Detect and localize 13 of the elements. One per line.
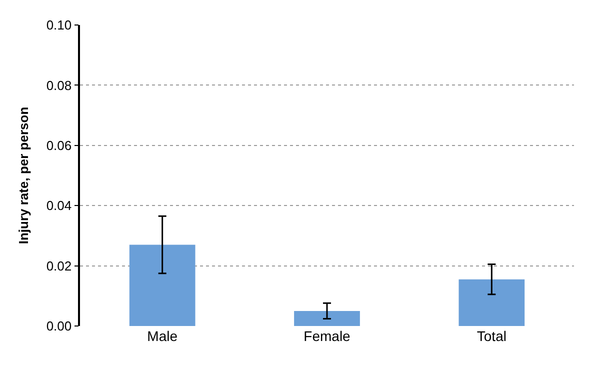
bar (458, 279, 525, 326)
y-tick-label: 0.04 (46, 198, 72, 214)
x-tick-label: Male (147, 328, 178, 344)
y-tick-label: 0.02 (46, 258, 72, 274)
x-tick-label: Female (304, 328, 351, 344)
y-tick-label: 0.00 (46, 318, 72, 334)
x-tick-label: Total (476, 328, 506, 344)
y-tick-label: 0.08 (46, 78, 72, 93)
bar (129, 244, 196, 326)
y-tick-label: 0.10 (46, 18, 72, 33)
bar (294, 310, 360, 326)
y-axis-title: Injury rate, per person (16, 106, 31, 244)
y-tick-label: 0.06 (46, 138, 72, 153)
